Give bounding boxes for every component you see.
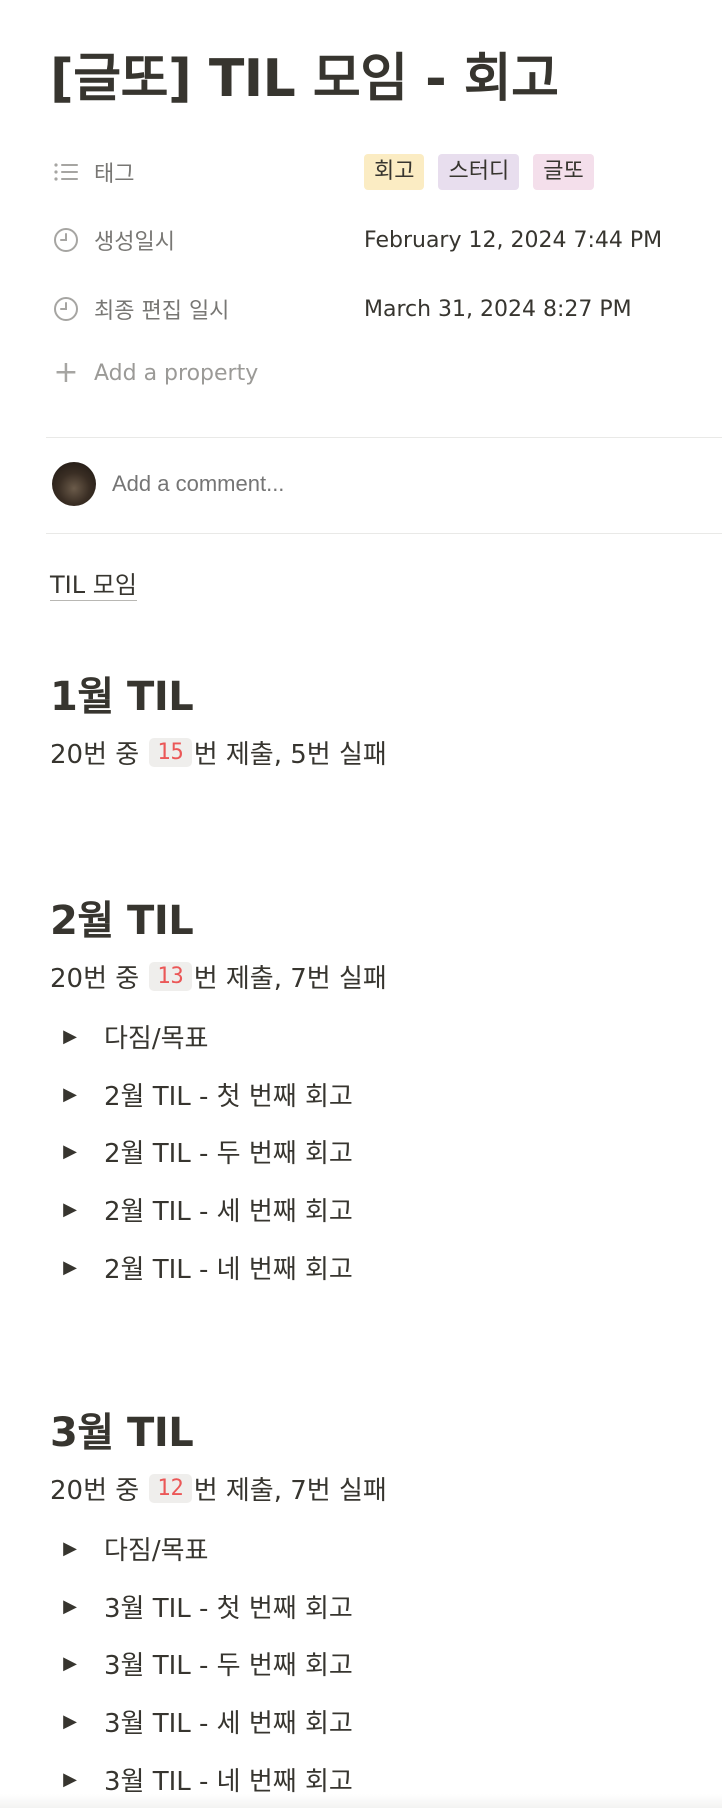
comment-bar[interactable] <box>52 462 402 506</box>
clock-icon <box>52 295 80 323</box>
til-page-link[interactable]: TIL 모임 <box>50 571 137 601</box>
section-heading: 1월 TIL <box>50 674 194 720</box>
toggle-label: 3월 TIL - 첫 번째 회고 <box>104 1594 353 1624</box>
property-created-value: February 12, 2024 7:44 PM <box>364 227 663 253</box>
property-tags-label: 태그 <box>94 162 135 187</box>
toggle-block[interactable]: ▶ 다짐/목표 <box>58 1018 208 1055</box>
toggle-block[interactable]: ▶ 2월 TIL - 네 번째 회고 <box>58 1249 353 1286</box>
toggle-label: 3월 TIL - 네 번째 회고 <box>104 1767 353 1797</box>
property-edited-label: 최종 편집 일시 <box>94 299 230 324</box>
toggle-triangle-icon[interactable]: ▶ <box>63 1257 77 1278</box>
toggle-label: 다짐/목표 <box>104 1024 209 1054</box>
property-tags[interactable]: 태그 회고 스터디 글또 <box>52 152 712 192</box>
toggle-block[interactable]: ▶ 3월 TIL - 첫 번째 회고 <box>58 1588 353 1625</box>
avatar <box>52 462 96 506</box>
toggle-label: 3월 TIL - 두 번째 회고 <box>104 1651 353 1681</box>
toggle-label: 2월 TIL - 네 번째 회고 <box>104 1255 353 1285</box>
section-heading: 2월 TIL <box>50 898 194 944</box>
tag-pill[interactable]: 스터디 <box>438 154 520 190</box>
toggle-triangle-icon[interactable]: ▶ <box>63 1653 77 1674</box>
toggle-block[interactable]: ▶ 3월 TIL - 세 번째 회고 <box>58 1703 353 1740</box>
stat-prefix: 20번 중 <box>50 740 140 770</box>
toggle-triangle-icon[interactable]: ▶ <box>63 1084 77 1105</box>
submission-stat: 20번 중 15 번 제출, 5번 실패 <box>50 734 387 771</box>
toggle-block[interactable]: ▶ 3월 TIL - 두 번째 회고 <box>58 1645 353 1682</box>
property-edited-key[interactable]: 최종 편집 일시 <box>52 293 364 325</box>
toggle-label: 2월 TIL - 세 번째 회고 <box>104 1197 353 1227</box>
toggle-label: 다짐/목표 <box>104 1536 209 1566</box>
clock-icon <box>52 226 80 254</box>
toggle-triangle-icon[interactable]: ▶ <box>63 1538 77 1559</box>
page-title[interactable]: [글또] TIL 모임 - 회고 <box>50 49 559 109</box>
toggle-triangle-icon[interactable]: ▶ <box>63 1769 77 1790</box>
toggle-triangle-icon[interactable]: ▶ <box>63 1711 77 1732</box>
section-heading: 3월 TIL <box>50 1410 194 1456</box>
toggle-label: 2월 TIL - 두 번째 회고 <box>104 1139 353 1169</box>
toggle-label: 2월 TIL - 첫 번째 회고 <box>104 1082 353 1112</box>
property-created[interactable]: 생성일시 February 12, 2024 7:44 PM <box>52 220 712 260</box>
stat-suffix: 번 제출, 7번 실패 <box>193 1476 387 1506</box>
toggle-block[interactable]: ▶ 2월 TIL - 두 번째 회고 <box>58 1133 353 1170</box>
property-created-key[interactable]: 생성일시 <box>52 224 364 256</box>
submission-stat: 20번 중 13 번 제출, 7번 실패 <box>50 958 387 995</box>
property-edited-value: March 31, 2024 8:27 PM <box>364 296 632 322</box>
list-icon <box>52 158 80 186</box>
add-property-button[interactable]: + Add a property <box>52 358 258 388</box>
comment-input[interactable] <box>110 470 402 498</box>
stat-suffix: 번 제출, 5번 실패 <box>193 740 387 770</box>
divider <box>46 533 722 534</box>
toggle-label: 3월 TIL - 세 번째 회고 <box>104 1709 353 1739</box>
stat-prefix: 20번 중 <box>50 1476 140 1506</box>
property-edited[interactable]: 최종 편집 일시 March 31, 2024 8:27 PM <box>52 289 712 329</box>
toggle-triangle-icon[interactable]: ▶ <box>63 1596 77 1617</box>
toggle-block[interactable]: ▶ 다짐/목표 <box>58 1530 208 1567</box>
toggle-block[interactable]: ▶ 2월 TIL - 세 번째 회고 <box>58 1191 353 1228</box>
submission-count: 13 <box>149 962 192 991</box>
submission-count: 15 <box>149 738 192 767</box>
submission-count: 12 <box>149 1474 192 1503</box>
divider <box>46 437 722 438</box>
add-property-label: Add a property <box>94 360 259 386</box>
tags-list[interactable]: 회고 스터디 글또 <box>364 154 594 190</box>
toggle-triangle-icon[interactable]: ▶ <box>63 1141 77 1162</box>
property-tags-key[interactable]: 태그 <box>52 156 364 188</box>
stat-suffix: 번 제출, 7번 실패 <box>193 964 387 994</box>
submission-stat: 20번 중 12 번 제출, 7번 실패 <box>50 1470 387 1507</box>
toggle-block[interactable]: ▶ 2월 TIL - 첫 번째 회고 <box>58 1076 353 1113</box>
plus-icon: + <box>53 355 79 390</box>
scroll-shadow <box>0 1794 722 1808</box>
toggle-block[interactable]: ▶ 3월 TIL - 네 번째 회고 <box>58 1761 353 1798</box>
tag-pill[interactable]: 글또 <box>533 154 594 190</box>
stat-prefix: 20번 중 <box>50 964 140 994</box>
tag-pill[interactable]: 회고 <box>364 154 425 190</box>
property-created-label: 생성일시 <box>94 230 175 255</box>
toggle-triangle-icon[interactable]: ▶ <box>63 1026 77 1047</box>
toggle-triangle-icon[interactable]: ▶ <box>63 1199 77 1220</box>
